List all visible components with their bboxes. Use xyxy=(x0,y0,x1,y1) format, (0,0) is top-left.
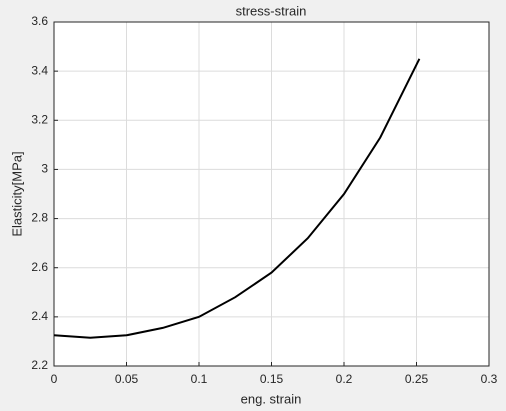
y-tick-label: 2.4 xyxy=(31,309,48,323)
y-tick-label: 2.2 xyxy=(31,358,48,372)
line-series xyxy=(53,58,421,339)
x-tick-label: 0.05 xyxy=(115,372,139,386)
y-tick-label: 2.6 xyxy=(31,260,48,274)
y-tick-label: 3.4 xyxy=(31,63,48,77)
x-tick-label: 0.2 xyxy=(336,372,353,386)
y-tick-label: 3.6 xyxy=(31,14,48,28)
x-axis-label: eng. strain xyxy=(241,391,302,406)
x-tick-label: 0.15 xyxy=(260,372,284,386)
y-tick-label: 2.8 xyxy=(31,211,48,225)
x-tick-label: 0.3 xyxy=(481,372,498,386)
y-axis-label: Elasticity[MPa] xyxy=(9,151,24,236)
y-tick-label: 3 xyxy=(41,162,48,176)
y-tick-label: 3.2 xyxy=(31,112,48,126)
x-tick-label: 0 xyxy=(51,372,58,386)
chart-title: stress-strain xyxy=(236,3,307,18)
x-tick-label: 0.25 xyxy=(405,372,429,386)
axes-box xyxy=(53,21,490,367)
x-tick-label: 0.1 xyxy=(191,372,208,386)
